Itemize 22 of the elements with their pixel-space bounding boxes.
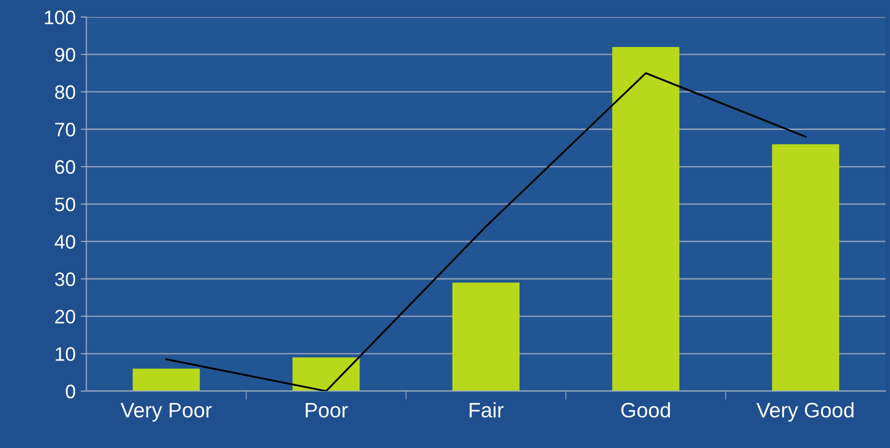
y-tick-label: 50 <box>55 198 76 212</box>
x-tick-label: Fair <box>470 402 504 418</box>
bar <box>772 144 840 392</box>
bar <box>612 46 680 392</box>
y-tick-label: 30 <box>55 272 76 286</box>
bar <box>452 282 520 392</box>
bar <box>292 357 360 392</box>
y-tick-label: 90 <box>55 48 76 62</box>
y-tick-label: 0 <box>66 384 76 398</box>
y-tick-label: 60 <box>55 160 76 174</box>
y-tick-label: 10 <box>56 347 76 361</box>
bar <box>132 368 200 392</box>
y-tick-label: 20 <box>55 310 76 324</box>
x-tick-label: Good <box>621 402 670 418</box>
y-tick-label: 80 <box>55 85 76 100</box>
y-tick-label: 40 <box>54 234 76 249</box>
y-tick-label: 100 <box>44 10 76 24</box>
line-series <box>165 72 807 392</box>
x-tick-label: Poor <box>306 402 348 418</box>
x-tick-label: Very Poor <box>120 402 212 422</box>
y-tick-label: 70 <box>55 122 76 136</box>
x-tick-label: Very Good <box>756 402 854 422</box>
